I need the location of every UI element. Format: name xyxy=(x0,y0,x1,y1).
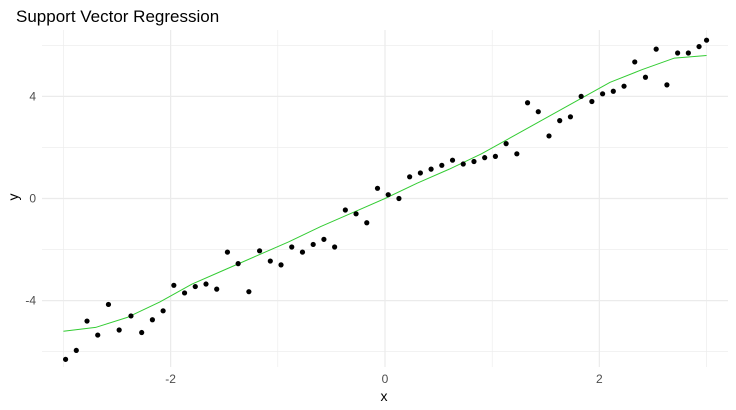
data-point xyxy=(492,153,499,159)
data-points-series xyxy=(62,37,710,362)
data-point xyxy=(589,98,595,105)
chart-title: Support Vector Regression xyxy=(16,7,219,26)
data-point xyxy=(396,195,402,202)
data-point xyxy=(84,318,90,324)
data-point xyxy=(524,100,531,106)
data-point xyxy=(407,174,413,180)
x-tick-label: 0 xyxy=(382,372,389,386)
data-point xyxy=(128,313,134,319)
data-point xyxy=(203,281,209,287)
data-point xyxy=(374,185,381,191)
data-point xyxy=(289,244,295,250)
svr-fit-line xyxy=(63,55,707,332)
data-point xyxy=(460,161,466,167)
data-point xyxy=(685,50,691,56)
data-point xyxy=(332,244,338,250)
data-point xyxy=(171,282,177,288)
data-point xyxy=(503,141,509,147)
data-point xyxy=(95,332,101,338)
data-point xyxy=(342,207,348,213)
data-point xyxy=(353,211,359,217)
data-point xyxy=(246,289,252,295)
data-point xyxy=(139,329,145,336)
data-point xyxy=(482,155,488,161)
data-point xyxy=(535,109,541,115)
data-point xyxy=(439,162,445,168)
data-point xyxy=(256,248,263,254)
data-point xyxy=(224,249,231,255)
data-point xyxy=(105,301,112,308)
data-point xyxy=(696,43,702,50)
data-point xyxy=(116,327,122,333)
data-point xyxy=(73,347,79,354)
data-point xyxy=(149,317,156,323)
y-axis-ticks: -4 0 4 xyxy=(25,89,36,307)
y-tick-label: 0 xyxy=(29,192,36,206)
data-point xyxy=(599,91,606,97)
data-point xyxy=(471,158,477,165)
data-point xyxy=(653,46,659,52)
data-point xyxy=(417,170,423,176)
data-point xyxy=(567,114,574,120)
data-point xyxy=(214,286,220,292)
x-axis-ticks: -2 0 2 xyxy=(165,372,603,386)
x-tick-label: -2 xyxy=(165,372,176,386)
data-point xyxy=(557,118,563,124)
data-point xyxy=(278,262,284,268)
data-point xyxy=(514,151,520,157)
data-point xyxy=(160,308,166,314)
data-point xyxy=(664,82,670,88)
x-axis-label: x xyxy=(381,388,388,404)
data-point xyxy=(310,241,316,248)
x-tick-label: 2 xyxy=(596,372,603,386)
y-tick-label: -4 xyxy=(25,294,36,308)
data-point xyxy=(546,133,552,139)
y-axis-label: y xyxy=(5,194,21,201)
data-point xyxy=(610,88,616,94)
data-point xyxy=(321,236,327,242)
data-point xyxy=(642,74,649,80)
data-point xyxy=(449,157,456,163)
data-point xyxy=(299,249,306,255)
data-point xyxy=(62,356,69,362)
data-point xyxy=(703,37,710,43)
data-point xyxy=(267,258,273,264)
y-tick-label: 4 xyxy=(29,89,36,103)
data-point xyxy=(578,93,584,99)
data-point xyxy=(364,220,370,226)
data-point xyxy=(632,59,638,65)
data-point xyxy=(235,261,241,267)
data-point xyxy=(385,192,391,198)
fit-line-series xyxy=(63,55,707,332)
data-point xyxy=(675,50,681,56)
data-point xyxy=(621,83,627,89)
data-point xyxy=(192,283,198,290)
data-point xyxy=(428,166,434,172)
data-point xyxy=(181,290,188,296)
